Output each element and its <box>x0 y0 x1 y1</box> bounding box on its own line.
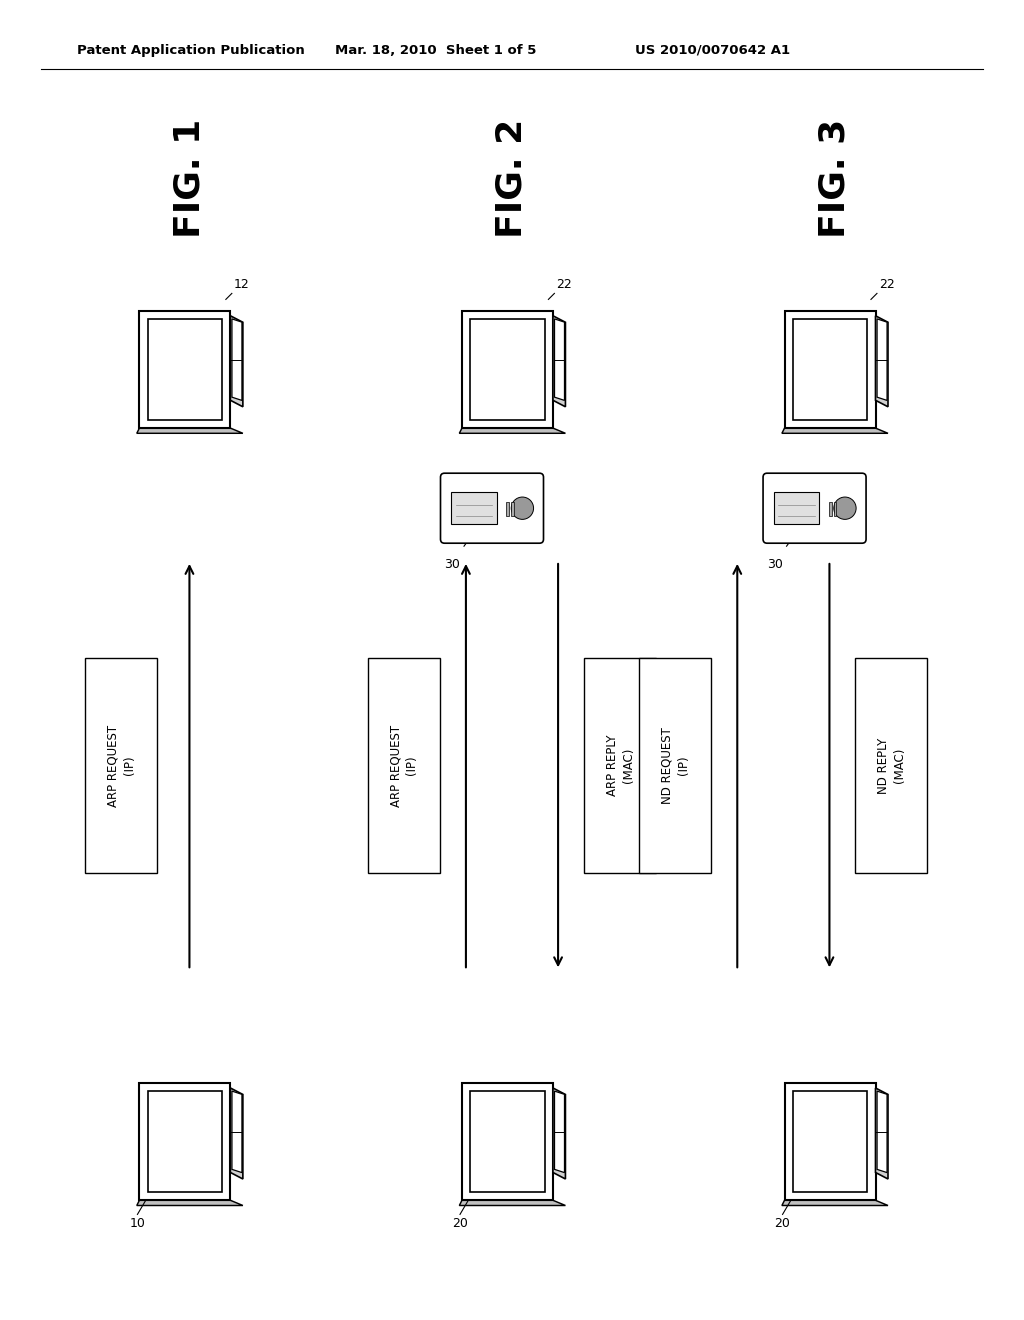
Text: Mar. 18, 2010  Sheet 1 of 5: Mar. 18, 2010 Sheet 1 of 5 <box>335 44 536 57</box>
Text: 22: 22 <box>556 279 572 292</box>
Polygon shape <box>137 1200 243 1205</box>
Bar <box>368 659 440 873</box>
Polygon shape <box>878 1092 887 1172</box>
FancyBboxPatch shape <box>440 473 544 544</box>
Polygon shape <box>876 315 888 407</box>
Bar <box>828 502 831 516</box>
Polygon shape <box>460 428 565 433</box>
Polygon shape <box>793 1092 867 1192</box>
Polygon shape <box>876 1088 888 1179</box>
Bar <box>774 492 819 524</box>
Bar <box>639 659 712 873</box>
Polygon shape <box>782 428 888 433</box>
Polygon shape <box>782 1200 888 1205</box>
Polygon shape <box>784 312 876 428</box>
Text: 20: 20 <box>452 1217 468 1230</box>
Polygon shape <box>462 312 553 428</box>
Bar <box>452 492 497 524</box>
Bar <box>855 659 928 873</box>
Polygon shape <box>470 319 545 420</box>
Polygon shape <box>232 319 242 400</box>
Polygon shape <box>553 1088 565 1179</box>
Text: FIG. 1: FIG. 1 <box>172 119 207 238</box>
Text: 22: 22 <box>879 279 895 292</box>
Polygon shape <box>460 1200 565 1205</box>
Text: ARP REPLY
(MAC): ARP REPLY (MAC) <box>605 735 635 796</box>
Polygon shape <box>555 319 564 400</box>
Polygon shape <box>553 315 565 407</box>
Polygon shape <box>137 428 243 433</box>
Text: US 2010/0070642 A1: US 2010/0070642 A1 <box>635 44 790 57</box>
Bar <box>85 659 158 873</box>
Bar <box>511 502 514 516</box>
Polygon shape <box>147 319 222 420</box>
Polygon shape <box>139 312 230 428</box>
Text: 20: 20 <box>774 1217 791 1230</box>
Circle shape <box>511 498 534 519</box>
Polygon shape <box>784 1084 876 1200</box>
Text: FIG. 3: FIG. 3 <box>817 119 852 238</box>
Polygon shape <box>147 1092 222 1192</box>
Polygon shape <box>139 1084 230 1200</box>
Polygon shape <box>793 319 867 420</box>
Text: 12: 12 <box>233 279 250 292</box>
Text: 30: 30 <box>767 558 782 572</box>
Polygon shape <box>230 315 243 407</box>
Text: 10: 10 <box>129 1217 145 1230</box>
Polygon shape <box>232 1092 242 1172</box>
Polygon shape <box>555 1092 564 1172</box>
FancyBboxPatch shape <box>763 473 866 544</box>
Polygon shape <box>230 1088 243 1179</box>
Polygon shape <box>878 319 887 400</box>
Text: ND REPLY
(MAC): ND REPLY (MAC) <box>877 738 906 793</box>
Text: Patent Application Publication: Patent Application Publication <box>77 44 304 57</box>
Polygon shape <box>470 1092 545 1192</box>
Text: 30: 30 <box>444 558 460 572</box>
Text: ARP REQUEST
(IP): ARP REQUEST (IP) <box>106 725 136 807</box>
Circle shape <box>834 498 856 519</box>
Bar <box>584 659 656 873</box>
Bar <box>506 502 509 516</box>
Polygon shape <box>462 1084 553 1200</box>
Text: FIG. 2: FIG. 2 <box>495 119 529 238</box>
Text: ARP REQUEST
(IP): ARP REQUEST (IP) <box>389 725 419 807</box>
Text: ND REQUEST
(IP): ND REQUEST (IP) <box>660 727 690 804</box>
Bar <box>834 502 837 516</box>
